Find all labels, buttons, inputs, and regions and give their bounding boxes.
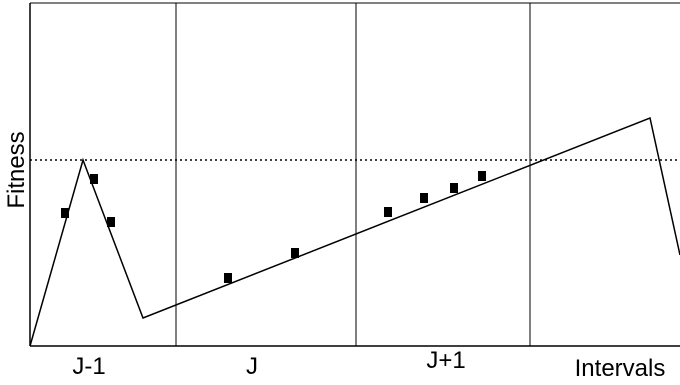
y-axis-label: Fitness: [3, 131, 30, 208]
x-axis-label: Intervals: [575, 355, 666, 382]
interval-label-j: J: [246, 353, 258, 380]
sample-points: [61, 171, 486, 283]
sample-point: [450, 183, 458, 193]
fitness-curve: [29, 116, 680, 347]
interval-label-j-plus-1: J+1: [426, 347, 465, 374]
sample-point: [291, 248, 299, 258]
sample-point: [61, 208, 69, 218]
sample-point: [107, 217, 115, 227]
sample-point: [90, 174, 98, 184]
sample-point: [420, 193, 428, 203]
sample-point: [384, 207, 392, 217]
sample-point: [478, 171, 486, 181]
sample-point: [224, 273, 232, 283]
interval-label-j-minus-1: J-1: [72, 353, 105, 380]
